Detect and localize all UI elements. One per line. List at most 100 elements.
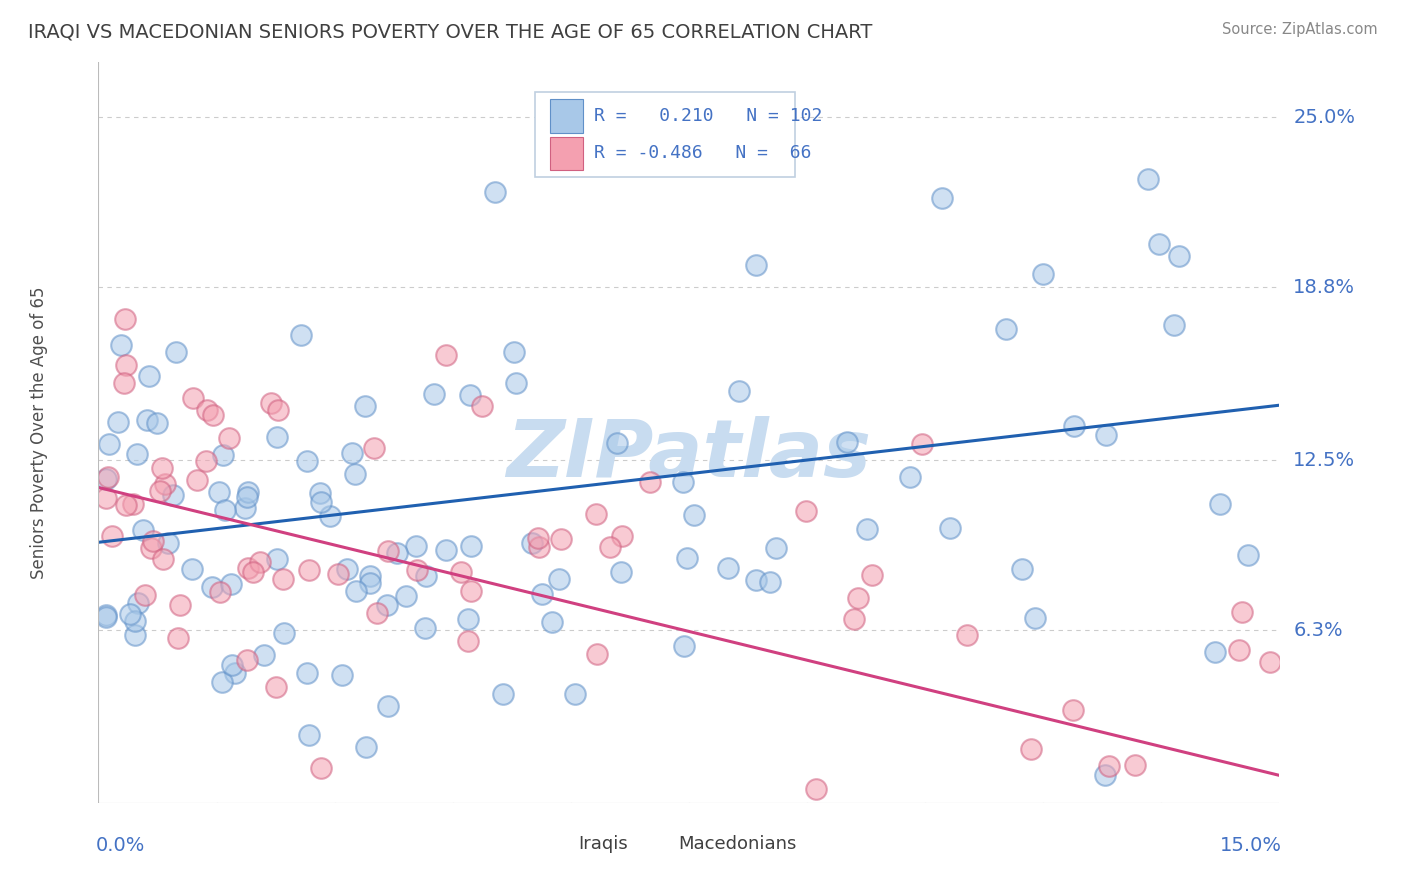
Point xyxy=(264,680,287,694)
Point xyxy=(221,658,243,673)
Point xyxy=(167,632,190,646)
Point xyxy=(1232,605,1254,619)
Point xyxy=(1094,768,1116,782)
Point xyxy=(585,507,607,521)
Point xyxy=(138,369,160,384)
Point xyxy=(434,348,457,362)
Point xyxy=(271,572,294,586)
Text: 15.0%: 15.0% xyxy=(1220,836,1282,855)
Point xyxy=(415,568,437,582)
Point xyxy=(540,615,562,629)
Point xyxy=(209,584,232,599)
Bar xyxy=(547,831,574,855)
Point xyxy=(224,666,246,681)
Point xyxy=(1163,318,1185,332)
Point xyxy=(1123,758,1146,772)
Point xyxy=(162,488,184,502)
Point xyxy=(377,544,399,558)
Point xyxy=(266,402,288,417)
Point xyxy=(745,258,768,272)
Point xyxy=(295,665,318,680)
Point xyxy=(340,445,363,459)
Point xyxy=(406,563,429,577)
Point xyxy=(366,607,388,621)
Point xyxy=(682,508,704,522)
Point xyxy=(1258,655,1281,669)
Point xyxy=(672,475,695,489)
Point xyxy=(586,647,609,661)
Point xyxy=(856,522,879,536)
Point xyxy=(550,532,572,546)
Point xyxy=(1021,741,1043,756)
Point xyxy=(1227,643,1250,657)
Point xyxy=(385,546,408,560)
Point xyxy=(114,499,136,513)
Point xyxy=(218,431,240,445)
Point xyxy=(995,322,1018,336)
Point xyxy=(141,541,163,556)
Point xyxy=(354,399,377,413)
Point xyxy=(423,386,446,401)
Point xyxy=(599,540,621,554)
Point xyxy=(457,634,479,648)
Point xyxy=(359,576,381,591)
Point xyxy=(201,580,224,594)
Point xyxy=(153,477,176,491)
Point xyxy=(298,728,321,742)
Point xyxy=(96,472,118,486)
Point xyxy=(457,612,479,626)
Point xyxy=(236,490,259,504)
Point xyxy=(219,576,242,591)
Point xyxy=(405,539,427,553)
Point xyxy=(837,435,859,450)
Point xyxy=(1063,418,1085,433)
Point xyxy=(120,607,142,622)
Point xyxy=(266,430,288,444)
Point xyxy=(124,628,146,642)
Point xyxy=(846,591,869,606)
Text: R =   0.210   N = 102: R = 0.210 N = 102 xyxy=(595,107,823,125)
Point xyxy=(804,782,827,797)
Point xyxy=(765,541,787,555)
Point xyxy=(672,639,695,653)
Point xyxy=(181,391,204,405)
Point xyxy=(363,441,385,455)
Text: 0.0%: 0.0% xyxy=(96,836,145,855)
Point xyxy=(676,551,699,566)
Point xyxy=(610,566,633,580)
Point xyxy=(1024,611,1046,625)
Point xyxy=(152,551,174,566)
Point xyxy=(343,467,366,481)
Point xyxy=(326,567,349,582)
Point xyxy=(458,387,481,401)
Point xyxy=(110,338,132,352)
Point xyxy=(844,612,866,626)
Point xyxy=(610,529,633,543)
Point xyxy=(375,599,398,613)
Point xyxy=(1136,172,1159,186)
Point xyxy=(727,384,749,399)
Point xyxy=(1168,248,1191,262)
Point xyxy=(260,396,283,410)
Point xyxy=(112,376,135,390)
Point xyxy=(127,597,149,611)
Point xyxy=(309,494,332,508)
Point xyxy=(522,536,544,550)
Point xyxy=(136,413,159,427)
Point xyxy=(97,436,120,450)
Point xyxy=(794,504,817,518)
Point xyxy=(344,584,367,599)
Point xyxy=(526,531,548,545)
Point xyxy=(956,628,979,642)
Point xyxy=(638,475,661,489)
Bar xyxy=(648,831,673,855)
Point xyxy=(242,565,264,579)
Point xyxy=(149,483,172,498)
Point xyxy=(1062,703,1084,717)
Point xyxy=(97,470,120,484)
Point xyxy=(717,561,740,575)
Point xyxy=(471,399,494,413)
Point xyxy=(1011,562,1033,576)
Point xyxy=(195,402,218,417)
Point xyxy=(157,536,180,550)
